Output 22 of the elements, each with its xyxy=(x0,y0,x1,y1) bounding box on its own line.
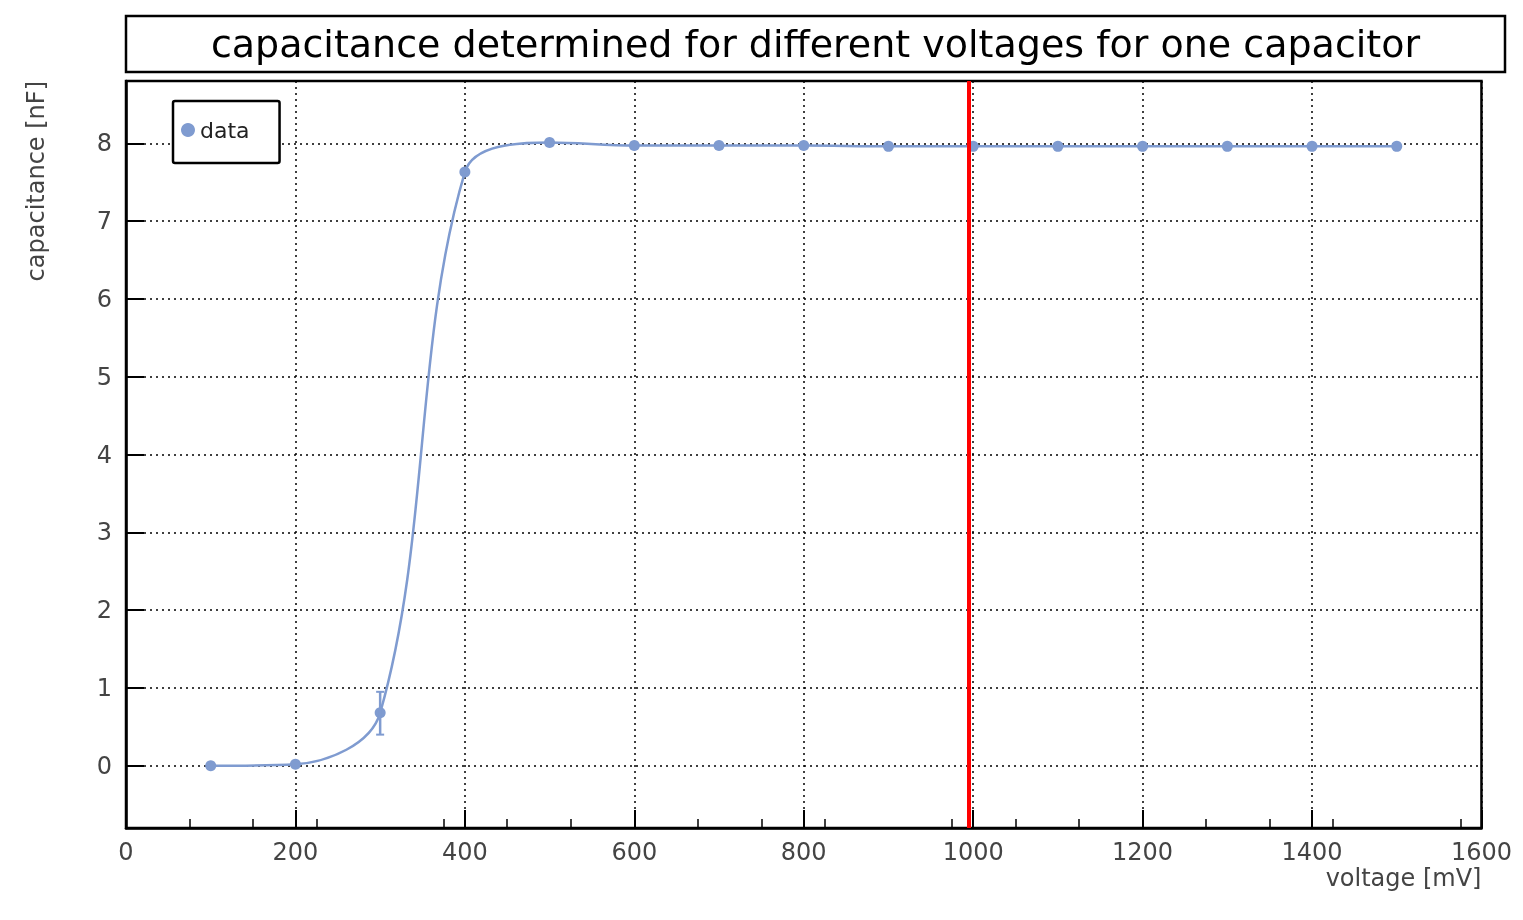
x-tick-label: 1400 xyxy=(1281,838,1343,866)
y-tick-label: 0 xyxy=(96,751,112,780)
x-axis-title: voltage [mV] xyxy=(1325,864,1482,892)
y-tick-label: 2 xyxy=(96,596,112,625)
y-axis-title: capacitance [nF] xyxy=(22,81,50,282)
y-tick-label: 8 xyxy=(96,129,112,158)
chart-title: capacitance determined for different voltages for one capacitor xyxy=(210,22,1421,66)
y-tick-label: 7 xyxy=(96,207,112,236)
y-tick-label: 5 xyxy=(96,362,112,391)
y-tick-label: 4 xyxy=(96,440,112,469)
x-tick-label: 600 xyxy=(611,838,658,866)
x-tick-label: 1200 xyxy=(1112,838,1174,866)
y-tick-label: 3 xyxy=(96,518,112,547)
y-tick-label: 6 xyxy=(96,284,112,313)
x-tick-label: 1600 xyxy=(1450,838,1512,866)
x-tick-label: 800 xyxy=(780,838,827,866)
x-tick-label: 200 xyxy=(272,838,319,866)
legend-label: data xyxy=(200,117,250,143)
x-tick-label: 400 xyxy=(441,838,488,866)
y-tick-label: 1 xyxy=(96,673,112,702)
x-tick-label: 0 xyxy=(118,838,134,866)
x-tick-label: 1000 xyxy=(942,838,1004,866)
